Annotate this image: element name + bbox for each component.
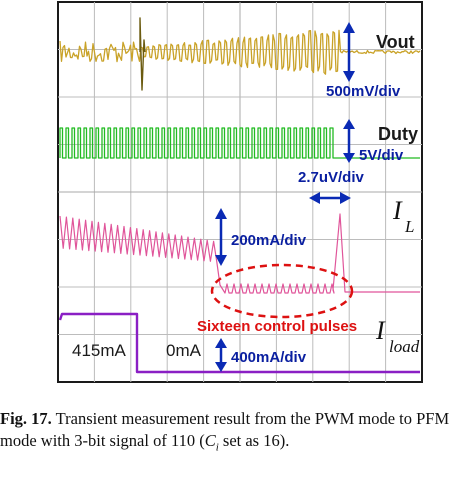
caption-symbol: Ci — [204, 431, 219, 454]
vout-spike — [139, 17, 146, 91]
control-pulses-annotation: Sixteen control pulses — [197, 318, 357, 335]
il-subscript: L — [404, 217, 414, 236]
duty-scale-arrow — [343, 119, 355, 163]
iload-label: I — [375, 316, 386, 345]
iload-scale-arrow — [215, 338, 227, 372]
il-scale-label: 200mA/div — [231, 232, 307, 249]
vout-scale-arrow — [343, 22, 355, 82]
duty-trace — [59, 127, 420, 159]
caption-text-end: set as 16). — [218, 431, 290, 450]
oscilloscope-figure: Vout 500mV/div Duty 5V/div 2.7uV/div I L… — [57, 1, 423, 383]
figure-caption: Fig. 17. Transient measurement result fr… — [0, 408, 474, 458]
il-trace — [59, 213, 420, 294]
caption-figure-number: Fig. 17. — [0, 409, 52, 428]
control-pulses-highlight — [210, 263, 354, 319]
trace-group — [58, 17, 421, 374]
iload-low-label: 0mA — [166, 341, 202, 360]
iload-subscript: load — [389, 337, 420, 356]
caption-text: Transient measurement result from the PW… — [0, 409, 450, 450]
il-label: I — [392, 196, 403, 225]
time-scale-arrow — [309, 192, 351, 204]
duty-scale-label: 5V/div — [359, 147, 404, 164]
vout-label: Vout — [376, 32, 415, 52]
iload-trace — [58, 312, 420, 374]
iload-high-label: 415mA — [72, 341, 127, 360]
il-scale-arrow — [215, 208, 227, 266]
time-scale-label: 2.7uV/div — [298, 169, 365, 186]
vout-trace — [59, 29, 421, 75]
duty-label: Duty — [378, 124, 418, 144]
iload-scale-label: 400mA/div — [231, 349, 307, 366]
vout-scale-label: 500mV/div — [326, 83, 401, 100]
